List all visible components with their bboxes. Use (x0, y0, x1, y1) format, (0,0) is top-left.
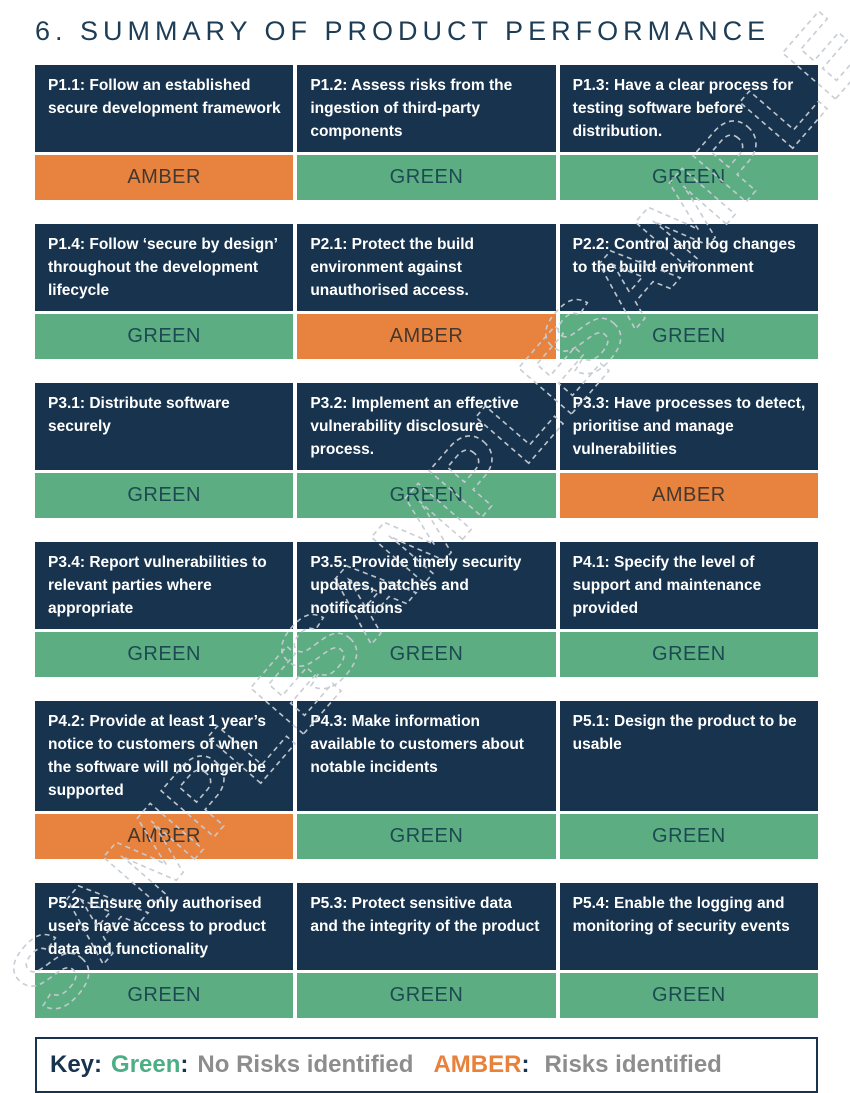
performance-summary-grid: P1.1: Follow an established secure devel… (35, 65, 818, 1018)
card-title: P4.1: Specify the level of support and m… (559, 542, 818, 629)
status-badge: GREEN (297, 473, 556, 518)
card-title: P2.1: Protect the build environment agai… (297, 224, 556, 311)
key-amber-colon: : (521, 1051, 530, 1078)
card-p5-3: P5.3: Protect sensitive data and the int… (297, 883, 556, 1018)
card-title: P1.1: Follow an established secure devel… (35, 65, 294, 152)
card-title: P1.3: Have a clear process for testing s… (559, 65, 818, 152)
status-badge: GREEN (559, 314, 818, 359)
status-badge: AMBER (35, 155, 294, 200)
key-green-name: Green (111, 1051, 181, 1078)
card-p4-2: P4.2: Provide at least 1 year’s notice t… (35, 701, 294, 859)
card-title: P3.3: Have processes to detect, prioriti… (559, 383, 818, 470)
status-badge: AMBER (297, 314, 556, 359)
status-badge: GREEN (559, 814, 818, 859)
card-title: P4.3: Make information available to cust… (297, 701, 556, 811)
card-p1-1: P1.1: Follow an established secure devel… (35, 65, 294, 200)
card-title: P3.2: Implement an effective vulnerabili… (297, 383, 556, 470)
card-p5-4: P5.4: Enable the logging and monitoring … (559, 883, 818, 1018)
card-p5-2: P5.2: Ensure only authorised users have … (35, 883, 294, 1018)
card-p3-2: P3.2: Implement an effective vulnerabili… (297, 383, 556, 518)
status-badge: GREEN (35, 314, 294, 359)
card-p1-3: P1.3: Have a clear process for testing s… (559, 65, 818, 200)
card-title: P1.2: Assess risks from the ingestion of… (297, 65, 556, 152)
key-green-desc: No Risks identified (197, 1051, 414, 1078)
card-p1-2: P1.2: Assess risks from the ingestion of… (297, 65, 556, 200)
card-p3-4: P3.4: Report vulnerabilities to relevant… (35, 542, 294, 677)
card-title: P5.2: Ensure only authorised users have … (35, 883, 294, 970)
key-label: Key: (50, 1051, 103, 1078)
status-badge: GREEN (297, 155, 556, 200)
card-title: P5.4: Enable the logging and monitoring … (559, 883, 818, 970)
status-badge: GREEN (559, 632, 818, 677)
card-title: P2.2: Control and log changes to the bui… (559, 224, 818, 311)
card-p3-3: P3.3: Have processes to detect, prioriti… (559, 383, 818, 518)
card-p5-1: P5.1: Design the product to be usable GR… (559, 701, 818, 859)
key-amber-desc: Risks identified (544, 1051, 722, 1078)
key-green-colon: : (180, 1051, 189, 1078)
card-title: P3.1: Distribute software securely (35, 383, 294, 470)
card-p4-1: P4.1: Specify the level of support and m… (559, 542, 818, 677)
status-badge: GREEN (297, 814, 556, 859)
card-title: P5.1: Design the product to be usable (559, 701, 818, 811)
status-badge: GREEN (297, 632, 556, 677)
legend-key: Key: Green : No Risks identified AMBER :… (35, 1037, 818, 1093)
status-badge: AMBER (559, 473, 818, 518)
status-badge: AMBER (35, 814, 294, 859)
key-amber-name: AMBER (433, 1051, 522, 1078)
card-title: P3.5: Provide timely security updates, p… (297, 542, 556, 629)
page-title: 6. SUMMARY OF PRODUCT PERFORMANCE (35, 16, 771, 46)
card-title: P5.3: Protect sensitive data and the int… (297, 883, 556, 970)
card-p4-3: P4.3: Make information available to cust… (297, 701, 556, 859)
card-p3-5: P3.5: Provide timely security updates, p… (297, 542, 556, 677)
card-title: P4.2: Provide at least 1 year’s notice t… (35, 701, 294, 811)
status-badge: GREEN (35, 473, 294, 518)
card-p2-2: P2.2: Control and log changes to the bui… (559, 224, 818, 359)
status-badge: GREEN (297, 973, 556, 1018)
card-p2-1: P2.1: Protect the build environment agai… (297, 224, 556, 359)
status-badge: GREEN (559, 155, 818, 200)
card-title: P3.4: Report vulnerabilities to relevant… (35, 542, 294, 629)
status-badge: GREEN (35, 973, 294, 1018)
status-badge: GREEN (559, 973, 818, 1018)
status-badge: GREEN (35, 632, 294, 677)
card-p1-4: P1.4: Follow ‘secure by design’ througho… (35, 224, 294, 359)
card-p3-1: P3.1: Distribute software securely GREEN (35, 383, 294, 518)
card-title: P1.4: Follow ‘secure by design’ througho… (35, 224, 294, 311)
